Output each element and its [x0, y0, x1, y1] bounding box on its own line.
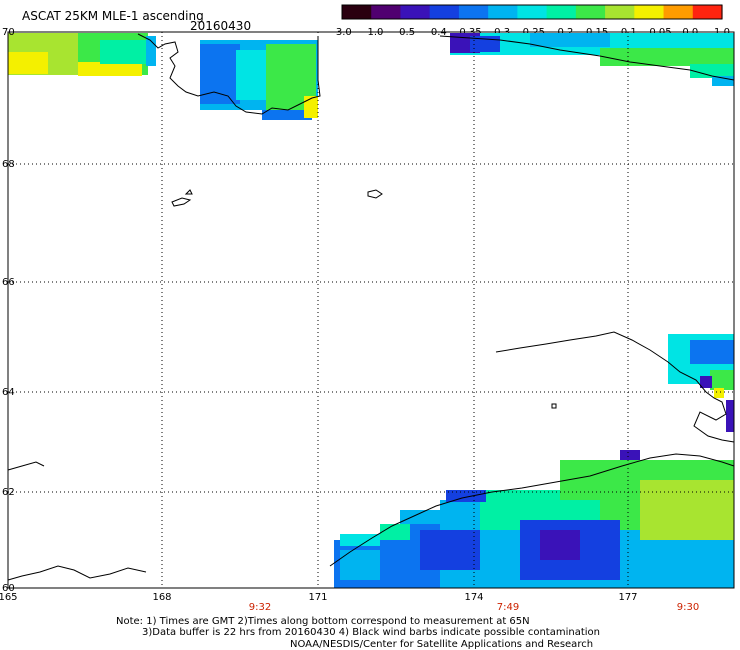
colorbar-segment: [517, 5, 548, 19]
wind-data-cell: [78, 62, 142, 76]
pass-time-label: 7:49: [497, 602, 519, 613]
wind-data-cell: [700, 376, 712, 388]
colorbar-segment: [663, 5, 694, 19]
latitude-label: 60: [2, 583, 15, 594]
colorbar-segment: [546, 5, 577, 19]
longitude-label: 174: [464, 592, 483, 603]
wind-data-cell: [340, 534, 380, 546]
wind-data-cell: [200, 44, 240, 104]
latitude-labels: 70 68 66 64 62 60: [2, 27, 15, 594]
coastline-southwest-inlet: [7, 461, 45, 471]
latitude-label: 68: [2, 159, 15, 170]
colorbar-segment: [692, 5, 723, 19]
colorbar: [341, 4, 723, 20]
wind-data-cell: [620, 450, 640, 460]
wind-data-cell: [400, 510, 450, 524]
wind-data-cell: [640, 480, 734, 540]
latitude-label: 70: [2, 27, 15, 38]
coastline-east-peninsula: [495, 331, 735, 443]
wind-data-cell: [146, 36, 156, 66]
colorbar-segment: [371, 5, 402, 19]
coastline-southeast: [329, 453, 735, 567]
coastline-northeast: [439, 35, 735, 81]
map-frame: [7, 31, 735, 589]
wind-data-cell: [236, 50, 266, 100]
latitude-label: 62: [2, 487, 15, 498]
colorbar-segment: [488, 5, 518, 19]
island-4: [551, 403, 557, 409]
note-line-2: 3)Data buffer is 22 hrs from 20160430 4)…: [142, 627, 600, 638]
wind-data-cell: [262, 110, 312, 120]
latitude-label: 66: [2, 277, 15, 288]
wind-data-cell: [712, 76, 734, 86]
colorbar-segment: [634, 5, 665, 19]
figure-title: ASCAT 25KM MLE-1 ascending: [22, 9, 204, 23]
longitude-label: 165: [0, 592, 18, 603]
wind-data-cell: [340, 550, 380, 580]
wind-data-cell: [380, 524, 410, 540]
colorbar-border: [341, 4, 723, 20]
wind-data-cell: [600, 48, 734, 66]
colorbar-segment: [575, 5, 606, 19]
wind-data-cell: [726, 400, 734, 432]
wind-data-cell: [304, 96, 318, 118]
note-line-1: Note: 1) Times are GMT 2)Times along bot…: [116, 616, 530, 627]
longitude-label: 168: [152, 592, 171, 603]
longitude-labels: 165 168 171 174 177: [0, 592, 638, 603]
coastline-southwest: [7, 565, 147, 581]
wind-data-swaths: [8, 33, 734, 588]
colorbar-segment: [342, 5, 372, 19]
colorbar-segment: [429, 5, 460, 19]
figure-date: 20160430: [190, 19, 251, 33]
pass-time-label: 9:30: [677, 602, 699, 613]
graticule-gridlines: [8, 32, 734, 588]
coastline-northwest: [137, 33, 321, 115]
wind-data-cell: [714, 388, 724, 398]
wind-data-cell: [420, 530, 480, 570]
island-2: [171, 197, 192, 207]
pass-time-label: 9:32: [249, 602, 271, 613]
wind-data-cell: [710, 370, 734, 390]
note-line-3: NOAA/NESDIS/Center for Satellite Applica…: [290, 639, 593, 650]
coastline: [7, 33, 735, 581]
wind-data-cell: [690, 340, 734, 364]
wind-data-cell: [690, 64, 734, 78]
wind-data-cell: [100, 40, 146, 64]
island-1: [367, 189, 383, 199]
wind-data-cell: [540, 530, 580, 560]
longitude-label: 177: [618, 592, 637, 603]
island-3: [184, 189, 193, 195]
colorbar-segment: [605, 5, 635, 19]
colorbar-segment: [458, 5, 489, 19]
wind-data-cell: [530, 33, 610, 47]
latitude-label: 64: [2, 387, 15, 398]
longitude-label: 171: [308, 592, 327, 603]
wind-data-cell: [8, 52, 48, 74]
colorbar-segment: [400, 5, 431, 19]
pass-time-labels: 9:32 7:49 9:30: [249, 602, 699, 613]
wind-data-cell: [446, 490, 486, 502]
